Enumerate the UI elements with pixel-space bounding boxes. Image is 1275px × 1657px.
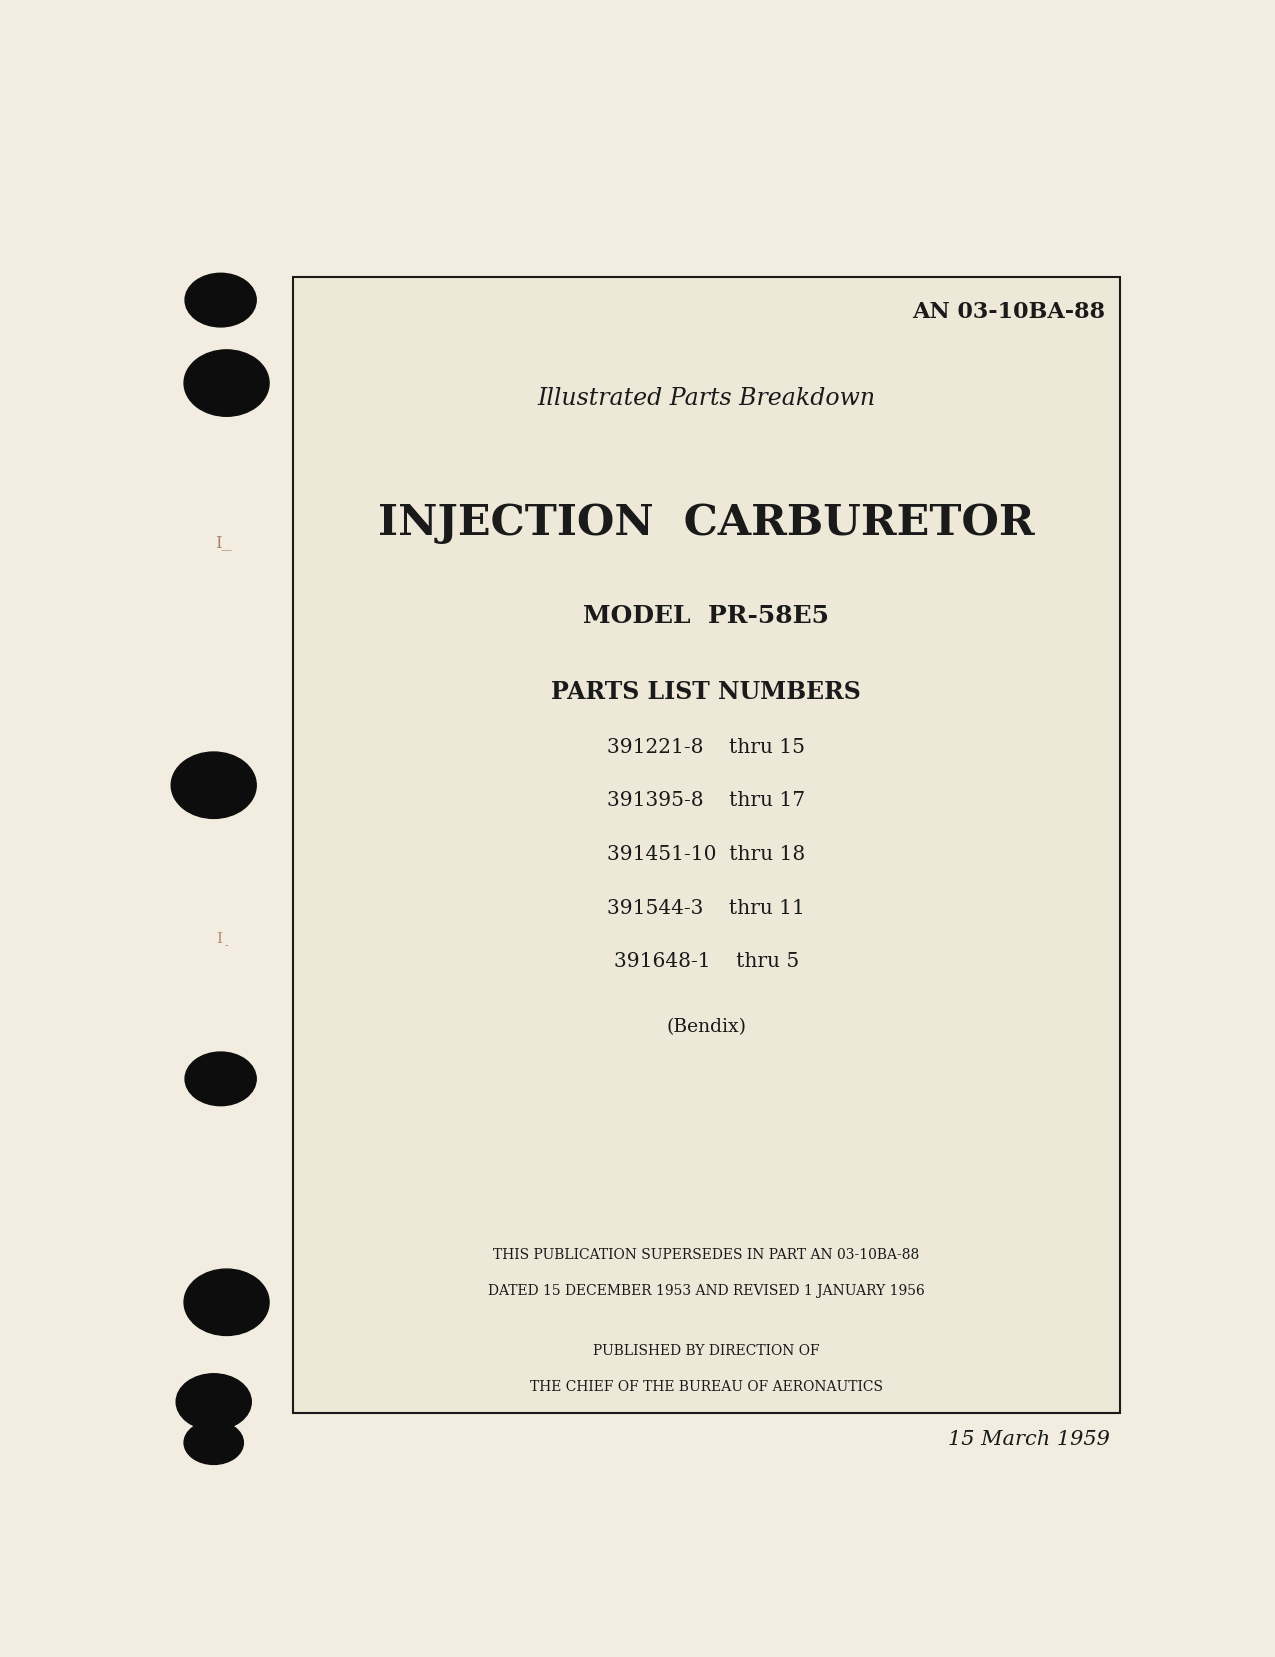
Text: DATED 15 DECEMBER 1953 AND REVISED 1 JANUARY 1956: DATED 15 DECEMBER 1953 AND REVISED 1 JAN…: [488, 1283, 924, 1297]
Ellipse shape: [184, 1422, 244, 1465]
Bar: [293, 278, 1119, 1413]
Text: MODEL  PR-58E5: MODEL PR-58E5: [583, 603, 829, 628]
Text: 391648-1    thru 5: 391648-1 thru 5: [613, 951, 799, 971]
Text: INJECTION  CARBURETOR: INJECTION CARBURETOR: [377, 500, 1034, 543]
Text: PARTS LIST NUMBERS: PARTS LIST NUMBERS: [551, 679, 861, 704]
Text: 391451-10  thru 18: 391451-10 thru 18: [607, 845, 806, 863]
Text: 391544-3    thru 11: 391544-3 thru 11: [607, 898, 806, 916]
Text: —: —: [221, 545, 232, 555]
Text: I: I: [215, 535, 222, 552]
Text: PUBLISHED BY DIRECTION OF: PUBLISHED BY DIRECTION OF: [593, 1344, 820, 1357]
Text: I: I: [215, 931, 222, 946]
Text: Illustrated Parts Breakdown: Illustrated Parts Breakdown: [537, 386, 876, 409]
Ellipse shape: [185, 1052, 256, 1105]
Text: -: -: [224, 940, 228, 949]
Ellipse shape: [176, 1374, 251, 1430]
Text: 391221-8    thru 15: 391221-8 thru 15: [607, 737, 806, 756]
Text: THIS PUBLICATION SUPERSEDES IN PART AN 03-10BA-88: THIS PUBLICATION SUPERSEDES IN PART AN 0…: [493, 1248, 919, 1261]
Text: (Bendix): (Bendix): [667, 1017, 746, 1036]
Ellipse shape: [184, 1269, 269, 1336]
Text: AN 03-10BA-88: AN 03-10BA-88: [912, 302, 1105, 323]
Text: 391395-8    thru 17: 391395-8 thru 17: [607, 790, 806, 810]
Ellipse shape: [185, 273, 256, 328]
Text: THE CHIEF OF THE BUREAU OF AERONAUTICS: THE CHIEF OF THE BUREAU OF AERONAUTICS: [530, 1379, 882, 1394]
Ellipse shape: [184, 351, 269, 418]
Text: 15 March 1959: 15 March 1959: [949, 1428, 1111, 1448]
Ellipse shape: [171, 752, 256, 819]
